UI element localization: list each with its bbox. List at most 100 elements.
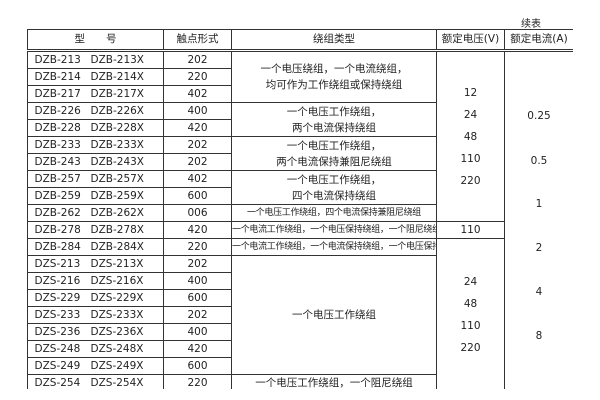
model-cell: DZB-217 DZB-217X (27, 85, 164, 103)
winding-cell: 一个电压工作绕组，一个阻尼绕组 (231, 374, 437, 389)
model-x-name: DZB-259X (90, 189, 145, 202)
header-winding: 绕组类型 (231, 29, 437, 52)
winding-line: 两个电流保持绕组 (292, 121, 376, 134)
model-cell: DZB-214 DZB-214X (27, 68, 164, 86)
header-model: 型 号 (27, 29, 164, 52)
table-row: DZS-249 DZS-249X 600 (27, 357, 574, 375)
model-name: DZB-213 (34, 53, 81, 66)
table-row: DZB-213 DZB-213X 202 一个电压绕组，一个电流绕组， 均可作为工作绕组… (27, 50, 573, 389)
model-cell: DZS-236 DZS-236X (27, 323, 164, 341)
model-cell: DZB-284 DZB-284X (27, 238, 164, 256)
contact-cell: 400 (163, 272, 232, 290)
winding-line: 两个电流保持兼阻尼绕组 (276, 155, 392, 168)
winding-cell: 一个电压工作绕组，四个电流保持兼阻尼绕组 (231, 204, 437, 222)
model-name: DZS-213 (34, 257, 81, 270)
contact-cell: 420 (163, 221, 232, 239)
model-cell: DZS-233 DZS-233X (27, 306, 164, 324)
table-row: DZB-259 DZB-259X 600 (27, 187, 574, 205)
voltage-value: 24 (463, 108, 478, 121)
contact-cell: 006 (163, 204, 232, 222)
contact-cell: 600 (163, 357, 232, 375)
model-x-name: DZB-278X (90, 223, 145, 236)
contact-cell: 220 (163, 374, 232, 389)
model-x-name: DZS-254X (90, 376, 144, 389)
table-row: DZS-213 DZS-213X 202 一个电压工作绕组 (27, 255, 574, 375)
model-cell: DZB-278 DZB-278X (27, 221, 164, 239)
model-cell: DZB-213 DZB-213X (27, 50, 164, 69)
winding-line: 一个电压工作绕组， (286, 105, 382, 118)
winding-line: 一个电压工作绕组 (292, 309, 376, 321)
model-name: DZS-248 (34, 342, 81, 355)
table-row: DZS-254 DZS-254X 220 一个电压工作绕组，一个阻尼绕组 (27, 374, 574, 389)
table-row: DZS-236 DZS-236X 400 (27, 323, 574, 341)
table-row: DZB-257 DZB-257X 402 一个电压工作绕组， 四个电流保持绕组 (27, 170, 574, 205)
winding-line: 均可作为工作绕组或保持绕组 (265, 79, 403, 91)
voltage-value: 48 (463, 130, 478, 143)
model-cell: DZS-248 DZS-248X (27, 340, 164, 358)
model-cell: DZS-216 DZS-216X (27, 272, 164, 290)
model-x-name: DZS-233X (90, 308, 144, 321)
model-cell: DZB-228 DZB-228X (27, 119, 164, 137)
contact-cell: 220 (163, 238, 232, 256)
model-name: DZB-259 (34, 189, 81, 202)
model-x-name: DZS-216X (90, 274, 144, 287)
model-name: DZB-228 (34, 121, 81, 134)
model-name: DZB-262 (34, 206, 81, 219)
voltage-value: 220 (460, 342, 481, 354)
table-row: DZB-217 DZB-217X 402 (27, 85, 574, 103)
table-row: DZB-284 DZB-284X 220 一个电流工作绕组，一个电流保持绕组，一个电压… (27, 238, 574, 389)
model-x-name: DZS-229X (90, 291, 144, 304)
model-x-name: DZB-213X (90, 53, 145, 66)
spec-table-container: 型 号 触点形式 绕组类型 额定电压(V) 额定电流(A) DZB-213 DZB… (27, 29, 573, 389)
winding-line: 一个电压工作绕组， (286, 139, 382, 152)
model-cell: DZB-259 DZB-259X (27, 187, 164, 205)
model-cell: DZB-257 DZB-257X (27, 170, 164, 188)
table-row: DZB-214 DZB-214X 220 (27, 68, 574, 86)
model-name: DZB-233 (34, 138, 81, 151)
voltage-cell: 12 24 48 110 220 (436, 50, 505, 222)
model-cell: DZS-229 DZS-229X (27, 289, 164, 307)
winding-cell: 一个电压工作绕组， 四个电流保持绕组 (231, 170, 437, 205)
model-x-name: DZB-233X (90, 138, 145, 151)
table-row: DZB-262 DZB-262X 006 一个电压工作绕组，四个电流保持兼阻尼绕组 (27, 204, 574, 222)
model-cell: DZB-233 DZB-233X (27, 136, 164, 154)
model-name: DZB-284 (34, 240, 81, 253)
model-name: DZS-236 (34, 325, 81, 338)
contact-cell: 420 (163, 340, 232, 358)
model-name: DZS-233 (34, 308, 81, 321)
table-row: DZB-278 DZB-278X 420 一个电流工作绕组，一个电压保持绕组，一个阻尼… (27, 221, 574, 239)
model-x-name: DZB-262X (90, 206, 145, 219)
table-row: DZS-229 DZS-229X 600 (27, 289, 574, 307)
model-x-name: DZB-228X (90, 121, 145, 134)
model-x-name: DZS-249X (90, 359, 144, 372)
model-name: DZS-254 (34, 376, 81, 389)
winding-line: 一个电压工作绕组， (286, 173, 382, 186)
model-name: DZB-217 (34, 87, 81, 100)
contact-cell: 400 (163, 323, 232, 341)
model-cell: DZS-254 DZS-254X (27, 374, 164, 389)
model-name: DZB-226 (34, 104, 81, 117)
model-cell: DZB-226 DZB-226X (27, 102, 164, 120)
model-x-name: DZB-284X (90, 240, 145, 253)
model-name: DZS-249 (34, 359, 81, 372)
winding-cell: 一个电压工作绕组 (231, 255, 437, 375)
continued-label: 续表 (521, 19, 541, 30)
current-value: 2 (535, 242, 543, 254)
table-row: DZB-233 DZB-233X 202 一个电压工作绕组， 两个电流保持兼阻尼绕组 (27, 136, 574, 171)
contact-cell: 220 (163, 68, 232, 86)
model-x-name: DZB-257X (90, 172, 145, 185)
table-row: DZB-228 DZB-228X 420 (27, 119, 574, 137)
winding-cell: 一个电压绕组，一个电流绕组， 均可作为工作绕组或保持绕组 (231, 50, 437, 103)
winding-line: 一个电流工作绕组，一个电流保持绕组，一个电压保持绕组 (232, 241, 437, 252)
header-current: 额定电流(A) (504, 29, 573, 52)
header-voltage: 额定电压(V) (436, 29, 505, 52)
winding-line: 一个电流工作绕组，一个电压保持绕组，一个阻尼绕组 (232, 224, 437, 235)
current-value: 0.5 (530, 155, 548, 167)
voltage-value: 110 (460, 223, 481, 236)
model-x-name: DZB-217X (90, 87, 145, 100)
voltage-value: 110 (460, 320, 481, 332)
model-cell: DZS-213 DZS-213X (27, 255, 164, 273)
voltage-cell: 24 48 110 220 (436, 238, 505, 389)
voltage-cell: 110 (436, 221, 505, 239)
model-x-name: DZB-243X (90, 155, 145, 168)
